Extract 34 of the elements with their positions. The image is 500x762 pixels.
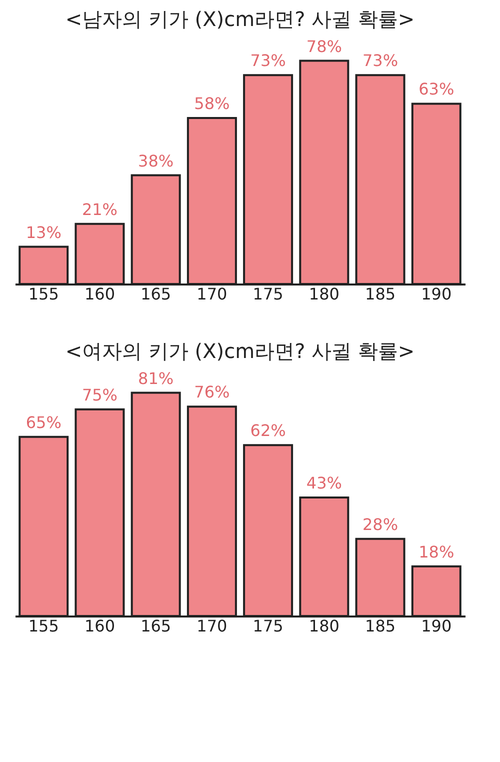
data-label: 58% bbox=[194, 94, 230, 114]
data-label: 65% bbox=[26, 412, 62, 432]
data-label: 62% bbox=[250, 421, 286, 440]
data-label: 13% bbox=[26, 222, 62, 242]
data-label: 63% bbox=[418, 80, 454, 99]
x-tick-label: 175 bbox=[252, 616, 284, 636]
x-tick-label: 190 bbox=[421, 616, 452, 636]
x-tick-label: 170 bbox=[196, 284, 228, 304]
x-tick-label: 180 bbox=[308, 284, 340, 304]
data-label: 38% bbox=[138, 151, 174, 170]
data-label: 73% bbox=[250, 51, 286, 70]
data-label: 21% bbox=[82, 200, 118, 219]
x-tick-label: 185 bbox=[365, 284, 396, 304]
x-tick-label: 155 bbox=[28, 616, 59, 636]
x-tick-label: 175 bbox=[252, 284, 284, 304]
x-tick-label: 160 bbox=[84, 616, 115, 636]
x-tick-label: 185 bbox=[365, 616, 396, 636]
data-label: 76% bbox=[194, 382, 230, 402]
data-label: 78% bbox=[306, 36, 342, 56]
x-tick-label: 180 bbox=[308, 616, 340, 636]
chart-title: <여자의 키가 (X)cm라면? 사귈 확률> bbox=[65, 339, 415, 363]
x-tick-label: 190 bbox=[421, 284, 452, 304]
x-tick-label: 160 bbox=[84, 284, 115, 304]
data-label: 28% bbox=[362, 514, 398, 534]
x-tick-label: 155 bbox=[28, 284, 59, 304]
data-label: 18% bbox=[418, 542, 454, 562]
data-label: 43% bbox=[306, 474, 342, 493]
x-tick-label: 170 bbox=[196, 616, 228, 636]
chart-title: <남자의 키가 (X)cm라면? 사귈 확률> bbox=[65, 7, 415, 31]
data-label: 75% bbox=[82, 385, 118, 404]
data-label: 73% bbox=[362, 51, 398, 70]
data-label: 81% bbox=[138, 368, 174, 388]
x-tick-label: 165 bbox=[140, 616, 172, 636]
x-tick-label: 165 bbox=[140, 284, 172, 304]
